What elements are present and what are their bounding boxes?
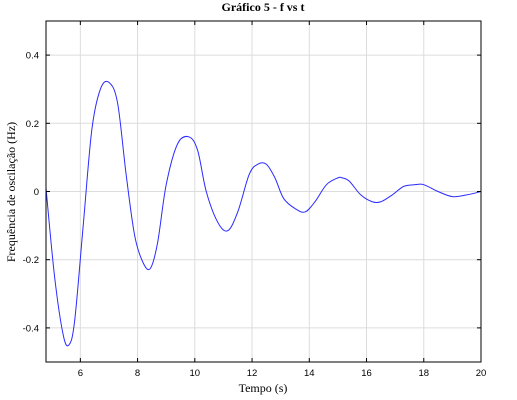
x-tick-label: 14: [304, 368, 315, 379]
grid: [46, 21, 482, 362]
ticks: 6 8 10 12 14 16 18 20 -0.4 -0.2 0 0.2 0.4: [23, 21, 487, 379]
x-tick-label: 18: [418, 368, 429, 379]
series-line: [45, 80, 482, 347]
x-tick-label: 20: [476, 368, 487, 379]
x-tick-label: 16: [361, 368, 372, 379]
x-tick-label: 6: [78, 368, 83, 379]
y-tick-label: -0.2: [23, 255, 39, 266]
x-axis-label: Tempo (s): [239, 381, 288, 395]
series-group: [45, 80, 482, 347]
x-tick-label: 12: [247, 368, 258, 379]
y-tick-label: -0.4: [23, 323, 39, 334]
chart-title: Gráfico 5 - f vs t: [222, 0, 305, 14]
y-tick-label: 0: [34, 187, 39, 198]
y-tick-label: 0.4: [26, 51, 39, 62]
y-tick-label: 0.2: [26, 119, 39, 130]
x-tick-label: 8: [135, 368, 140, 379]
y-axis-label: Frequência de oscilação (Hz): [4, 122, 18, 262]
x-tick-label: 10: [190, 368, 201, 379]
